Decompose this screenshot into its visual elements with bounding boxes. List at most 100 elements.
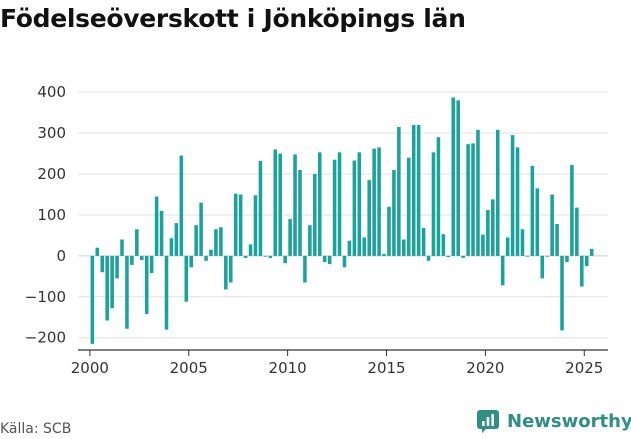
brand-name: Newsworthy [507,410,631,432]
bar [317,152,322,256]
bar [382,253,386,256]
y-tick-label: 200 [37,165,66,183]
bar [105,255,109,321]
bar [406,157,411,256]
bar [555,223,559,256]
bar [342,255,347,268]
chart-title: Födelseöverskott i Jönköpings län [0,4,466,33]
x-tick-label: 2000 [71,359,109,377]
bar [139,255,144,260]
x-tick-label: 2005 [170,359,208,377]
bar [545,255,549,257]
bar [520,229,525,256]
bar [362,237,367,256]
bar [288,219,292,256]
bar [263,255,268,257]
bar [402,239,406,256]
bar [491,199,495,256]
bar [530,165,535,256]
bar [377,147,381,256]
bar [293,154,297,256]
bar [436,137,441,256]
bar [515,147,520,256]
y-tick-label: 0 [56,247,66,265]
bar [308,225,312,256]
bar [179,155,184,256]
bar [337,152,342,256]
bar [411,124,416,256]
bar [125,255,129,329]
bar [575,207,579,256]
y-tick-label: −200 [25,329,66,347]
bar [476,129,480,256]
bar [233,193,238,256]
bar [273,149,278,256]
bar [228,255,233,283]
bar [416,124,421,256]
x-tick-label: 2025 [565,359,603,377]
bar [505,237,510,256]
bar [392,169,396,256]
bar [90,255,95,344]
bar [580,255,584,287]
bar [421,228,426,256]
bar [372,148,376,256]
bar [313,174,317,256]
bar [486,210,490,256]
bar [456,100,460,256]
bar [510,135,515,256]
bar [352,160,357,256]
source-note: Källa: SCB [0,421,72,437]
bar [565,255,569,263]
bar [560,255,564,331]
bar [253,195,258,256]
bar [451,97,456,256]
newsworthy-logo-icon [477,410,499,433]
bar [481,234,485,256]
x-tick-label: 2010 [269,359,307,377]
bar [224,255,228,290]
bar [441,234,446,256]
bar [431,152,436,256]
bar [540,255,545,279]
bar [426,255,431,261]
bar [589,248,594,256]
bar [214,229,218,256]
bar [322,255,327,263]
bar [550,194,554,256]
bar [204,255,208,261]
bar [110,255,114,309]
brand-logo[interactable]: Newsworthy [476,409,631,433]
bar [332,159,337,256]
x-tick-label: 2020 [466,359,504,377]
bar [535,188,540,256]
bar [144,255,149,314]
bar [243,255,248,258]
bar [219,227,223,256]
axes: −200 −100 0 100 200 300 400 2000 2005 2010 2015 202… [25,83,608,377]
bar [278,153,282,256]
bar [258,160,263,256]
y-tick-label: 100 [37,206,66,224]
y-tick-label: −100 [25,288,66,306]
bar [130,255,134,265]
bars [90,97,594,344]
bar [149,255,154,274]
bar [283,255,287,264]
bar [347,240,352,256]
x-tick-label: 2015 [367,359,405,377]
bar [194,225,198,256]
bar [466,144,470,256]
bar [570,165,574,256]
bar [209,249,213,256]
bar [500,255,505,286]
bar [298,169,302,256]
bar [100,255,105,273]
bar [199,202,203,256]
y-tick-label: 300 [37,124,66,142]
bar [164,255,169,330]
bar [120,239,124,256]
bar [446,255,451,258]
bar [471,143,475,256]
